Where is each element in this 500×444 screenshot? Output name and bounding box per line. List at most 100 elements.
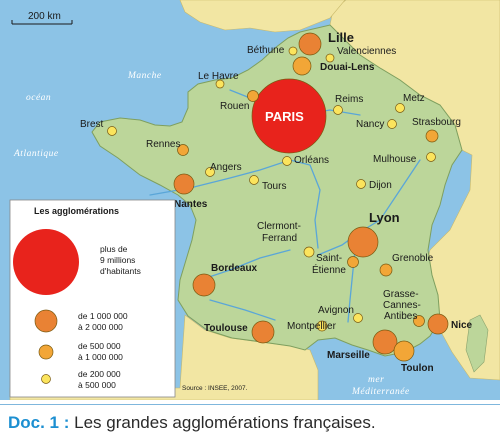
city-circle-nancy (387, 119, 397, 129)
city-circle-lyon (347, 226, 379, 258)
city-label-grasse-1: Grasse- (383, 289, 419, 300)
sea-atlantique: Atlantique (13, 149, 59, 159)
legend-cat4-line1: de 200 000 (78, 369, 121, 379)
city-circle-clermont (303, 246, 315, 258)
city-circle-marseille (372, 329, 398, 355)
city-label-mulhouse: Mulhouse (373, 154, 417, 165)
city-label-bordeaux: Bordeaux (211, 263, 258, 274)
city-label-brest: Brest (80, 119, 104, 130)
legend-cat3-line2: à 1 000 000 (78, 352, 123, 362)
city-label-le-havre: Le Havre (198, 71, 239, 82)
city-circle-toulon (393, 340, 415, 362)
source-note: Source : INSEE, 2007. (182, 385, 248, 392)
city-label-valenciennes: Valenciennes (337, 46, 396, 57)
city-circle-saint-etienne (347, 256, 359, 268)
city-label-rouen: Rouen (220, 101, 249, 112)
legend-cat1-line2: 9 millions (100, 255, 135, 265)
legend-circle-large (34, 309, 58, 333)
legend-cat3-line1: de 500 000 (78, 341, 121, 351)
legend-cat2-line2: à 2 000 000 (78, 322, 123, 332)
city-label-montpellier: Montpellier (287, 321, 337, 332)
city-label-avignon: Avignon (318, 305, 354, 316)
city-circle-dijon (356, 179, 366, 189)
city-label-douai-lens: Douai-Lens (320, 62, 375, 73)
scale-label: 200 km (28, 11, 61, 22)
city-label-strasbourg: Strasbourg (412, 117, 461, 128)
city-circle-toulouse (251, 320, 275, 344)
city-label-angers: Angers (210, 162, 242, 173)
city-circle-bethune (288, 46, 298, 56)
city-circle-avignon (353, 313, 363, 323)
city-label-dijon: Dijon (369, 180, 392, 191)
city-labels: PARIS Lille Douai-Lens Béthune Valencien… (80, 30, 473, 374)
city-label-grasse-3: Antibes (384, 311, 417, 322)
france-mainland (91, 24, 463, 357)
legend-cat4-line2: à 500 000 (78, 380, 116, 390)
city-circle-grenoble (379, 263, 393, 277)
city-circle-grasse (413, 315, 425, 327)
city-label-grenoble: Grenoble (392, 253, 434, 264)
city-label-clermont-2: Ferrand (262, 233, 297, 244)
city-label-paris: PARIS (265, 109, 304, 124)
corsica (465, 314, 489, 373)
city-circle-nantes (173, 173, 195, 195)
city-circle-metz (395, 103, 405, 113)
city-circle-lille (298, 32, 322, 56)
city-label-bethune: Béthune (247, 45, 285, 56)
sea-ocean: océan (26, 93, 51, 103)
city-label-saint-etienne-2: Étienne (312, 263, 346, 276)
sea-mediterranee: Méditerranée (351, 387, 410, 397)
legend-circle-paris (13, 229, 79, 295)
legend-cat1-line3: d'habitants (100, 266, 141, 276)
city-label-metz: Metz (403, 93, 425, 104)
city-circle-nice (427, 313, 449, 335)
city-label-nantes: Nantes (174, 199, 208, 210)
city-circle-douai-lens (292, 56, 312, 76)
city-circle-valenciennes (325, 53, 335, 63)
figure-caption: Doc. 1 : Les grandes agglomérations fran… (8, 406, 498, 442)
city-circle-bordeaux (192, 273, 216, 297)
legend-cat2-line1: de 1 000 000 (78, 311, 128, 321)
city-label-toulouse: Toulouse (204, 323, 248, 334)
neighbors-uk (179, 0, 346, 33)
city-label-grasse-2: Cannes- (383, 300, 421, 311)
city-label-marseille: Marseille (327, 350, 370, 361)
city-label-tours: Tours (262, 181, 286, 192)
city-label-lyon: Lyon (369, 210, 400, 225)
legend-title: Les agglomérations (34, 206, 119, 216)
city-circle-tours (249, 175, 259, 185)
city-label-reims: Reims (335, 94, 363, 105)
caption-text: Les grandes agglomérations françaises. (69, 413, 376, 432)
city-circle-angers (205, 167, 215, 177)
city-label-nancy: Nancy (356, 119, 384, 130)
city-markers (107, 32, 449, 362)
city-circle-montpellier (316, 320, 328, 332)
city-circle-le-havre (215, 79, 225, 89)
city-label-nice: Nice (451, 320, 473, 331)
scale-bar: 200 km (11, 11, 73, 25)
sea-manche: Manche (127, 71, 162, 81)
city-label-toulon: Toulon (401, 363, 434, 374)
caption-divider (0, 404, 500, 405)
city-circle-rennes (177, 144, 189, 156)
legend-box (9, 199, 176, 398)
city-label-clermont-1: Clermont- (257, 221, 301, 232)
legend-circle-small (41, 374, 51, 384)
city-circle-rouen (247, 90, 259, 102)
city-label-orleans: Orléans (294, 155, 329, 166)
city-label-lille: Lille (328, 30, 354, 45)
city-circle-strasbourg (425, 129, 439, 143)
sea-mer: mer (368, 375, 384, 385)
legend-circle-medium (38, 344, 54, 360)
france-map: 200 km Manche océan Atlantique mer Médit… (0, 0, 500, 400)
legend-cat1-line1: plus de (100, 244, 128, 254)
city-label-saint-etienne-1: Saint- (316, 253, 342, 264)
city-circle-paris (251, 78, 327, 154)
city-circle-reims (333, 105, 343, 115)
caption-doc-number: Doc. 1 : (8, 413, 70, 432)
legend: Les agglomérations plus de 9 millions d'… (9, 199, 176, 398)
city-circle-orleans (282, 156, 292, 166)
city-circle-brest (107, 126, 117, 136)
city-label-rennes: Rennes (146, 139, 180, 150)
